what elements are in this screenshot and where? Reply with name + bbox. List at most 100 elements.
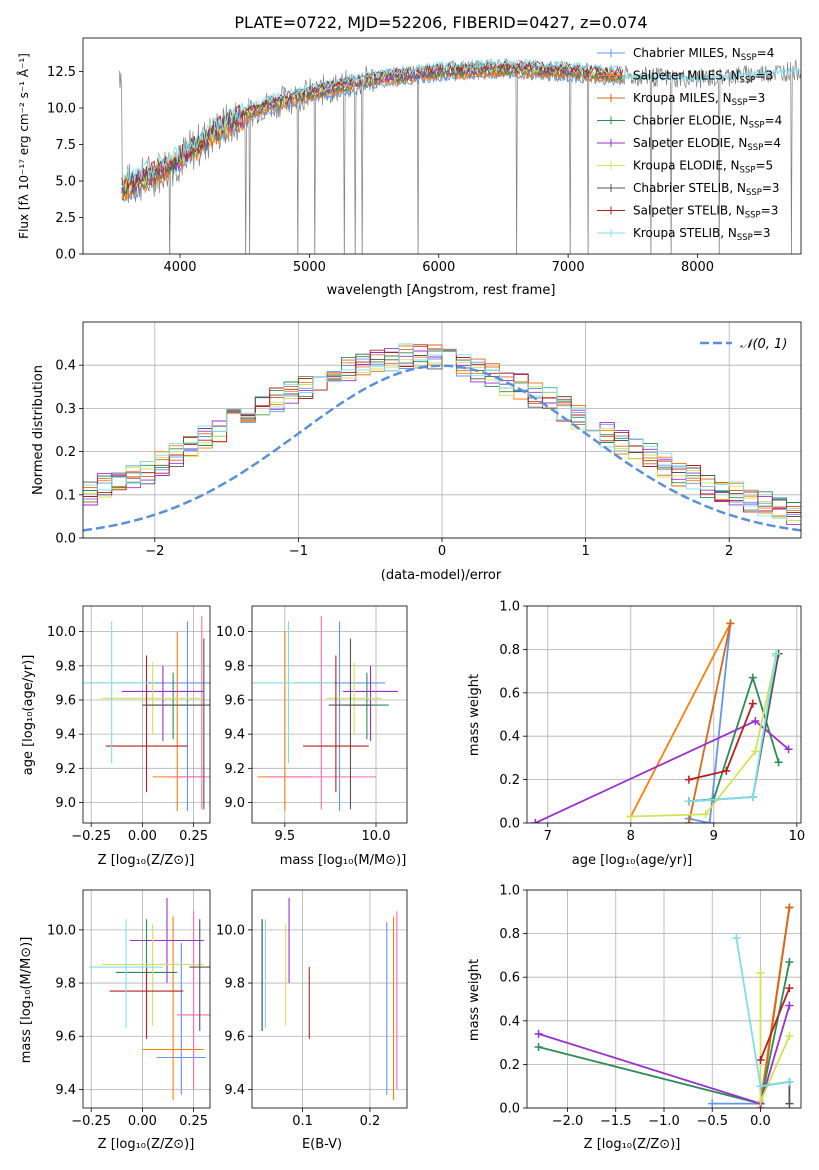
weight-z-ylabel: mass weight — [467, 959, 482, 1041]
age-z-xlabel: Z [log₁₀(Z/Z⊙)] — [98, 853, 195, 868]
age-mass-panel: 9.5 10.0 9.0 9.2 9.4 9.6 9.8 10.0 — [216, 605, 408, 844]
y-tick-label: 9.2 — [55, 762, 76, 777]
y-tick-label: 9.8 — [55, 659, 76, 674]
x-tick-label: 10.0 — [362, 829, 391, 844]
weight-marker — [785, 1032, 794, 1041]
y-tick-label: 7.5 — [55, 138, 76, 153]
weight-marker — [756, 1097, 765, 1106]
x-tick-label: 4000 — [163, 260, 196, 275]
spectrum-panel: 4000 5000 6000 7000 8000 0.0 2.5 5.0 7.5 10.0 12.5… — [47, 37, 802, 275]
y-tick-label: 1.0 — [499, 600, 520, 615]
histogram-step-line — [83, 343, 801, 528]
legend-label-rest: =3 — [753, 226, 771, 240]
mass-ebv-plot-area — [261, 897, 398, 1101]
x-tick-label: 6000 — [422, 260, 455, 275]
legend-subscript: SSP — [749, 121, 765, 131]
weight-marker — [772, 649, 781, 658]
legend-label-rest: =4 — [763, 136, 781, 150]
mass-z-panel: −0.25 0.00 0.25 9.4 9.6 9.8 10.0 — [47, 889, 211, 1129]
mass-z-plot-area — [89, 897, 210, 1101]
legend-subscript: SSP — [737, 233, 753, 243]
weight-marker — [705, 819, 714, 823]
y-tick-label: 9.4 — [224, 1083, 245, 1098]
age-z-plot-area — [83, 616, 210, 812]
legend-label: Chabrier STELIB, NSSP=3 — [633, 181, 780, 198]
legend-label-rest: =3 — [755, 69, 773, 83]
y-tick-label: 9.6 — [224, 1030, 245, 1045]
age-z-ylabel: age [log₁₀(age/yr)] — [21, 655, 36, 776]
weight-line — [759, 987, 791, 1061]
legend-subscript: SSP — [746, 188, 762, 198]
y-tick-label: 0.4 — [499, 730, 520, 745]
x-tick-label: −1 — [289, 544, 308, 559]
spectrum-title: PLATE=0722, MJD=52206, FIBERID=0427, z=0… — [234, 13, 647, 32]
spectrum-plot-area — [118, 58, 801, 254]
y-tick-label: 9.8 — [224, 977, 245, 992]
legend-label-rest: =3 — [748, 91, 766, 105]
legend-label: Kroupa STELIB, NSSP=3 — [633, 226, 771, 243]
x-tick-label: 0.25 — [179, 829, 208, 844]
weight-marker — [785, 957, 794, 966]
x-tick-label: 0 — [438, 544, 446, 559]
x-tick-label: 0.0 — [750, 1114, 771, 1129]
legend-label-rest: =4 — [765, 114, 783, 128]
x-tick-label: −2.0 — [552, 1114, 584, 1129]
weight-line — [688, 623, 732, 823]
residuals-plot-area — [83, 343, 801, 532]
legend-label: 𝒩(0, 1) — [740, 337, 787, 352]
axes-frame — [526, 605, 802, 824]
y-tick-label: 0.6 — [499, 971, 520, 986]
legend-label: Chabrier MILES, NSSP=4 — [633, 46, 774, 63]
weight-marker — [785, 1099, 794, 1108]
y-tick-label: 1.0 — [499, 884, 520, 899]
weight-z-plot-area — [534, 903, 794, 1108]
y-tick-label: 0.2 — [499, 1058, 520, 1073]
legend-label-rest: =4 — [757, 46, 775, 60]
y-tick-label: 12.5 — [47, 65, 76, 80]
residuals-panel: −2 −1 0 1 2 0.0 0.1 0.2 0.3 0.4 𝒩(0, 1) — [55, 321, 802, 559]
y-tick-label: 9.4 — [55, 1083, 76, 1098]
y-tick-label: 10.0 — [216, 923, 245, 938]
spectrum-ylabel: Flux [fλ 10⁻¹⁷ erg cm⁻² s⁻¹ Å⁻¹] — [16, 53, 31, 239]
weight-marker — [751, 747, 760, 756]
weight-line — [630, 622, 732, 817]
y-tick-label: 0.1 — [55, 488, 76, 503]
x-tick-label: −2 — [145, 544, 164, 559]
x-tick-label: 8000 — [681, 260, 714, 275]
y-tick-label: 9.0 — [55, 796, 76, 811]
x-tick-label: 9.5 — [274, 829, 295, 844]
y-tick-label: 9.4 — [224, 728, 245, 743]
weight-marker — [626, 812, 635, 821]
weight-marker — [785, 903, 794, 912]
y-tick-label: 9.0 — [224, 796, 245, 811]
legend-subscript: SSP — [745, 211, 761, 221]
x-tick-label: 5000 — [293, 260, 326, 275]
legend-label-rest: =3 — [762, 181, 780, 195]
age-mass-plot-area — [252, 616, 398, 812]
x-tick-label: 0.25 — [179, 1114, 208, 1129]
x-tick-label: 1 — [581, 544, 589, 559]
y-tick-label: 10.0 — [47, 923, 76, 938]
weight-z-xlabel: Z [log₁₀(Z/Z⊙)] — [584, 1137, 681, 1152]
weight-marker — [748, 792, 757, 801]
weight-marker — [684, 819, 693, 823]
x-tick-label: 10 — [789, 829, 806, 844]
x-tick-label: −0.25 — [71, 1114, 111, 1129]
weight-age-xlabel: age [log₁₀(age/yr)] — [572, 853, 693, 868]
weight-marker — [756, 1056, 765, 1065]
y-tick-label: 0.6 — [499, 686, 520, 701]
legend-label: Chabrier ELODIE, NSSP=4 — [633, 114, 782, 131]
y-tick-label: 0.4 — [499, 1014, 520, 1029]
weight-marker — [748, 673, 757, 682]
weight-marker — [708, 1099, 717, 1108]
weight-marker — [531, 819, 540, 823]
weight-marker — [751, 717, 760, 726]
mass-z-xlabel: Z [log₁₀(Z/Z⊙)] — [98, 1137, 195, 1152]
legend-label-rest: =5 — [755, 159, 773, 173]
y-tick-label: 9.6 — [55, 1030, 76, 1045]
legend-subscript: SSP — [740, 166, 756, 176]
y-tick-label: 10.0 — [47, 102, 76, 117]
y-tick-label: 9.4 — [55, 728, 76, 743]
weight-marker — [784, 745, 793, 754]
model-fit-line — [622, 67, 801, 84]
